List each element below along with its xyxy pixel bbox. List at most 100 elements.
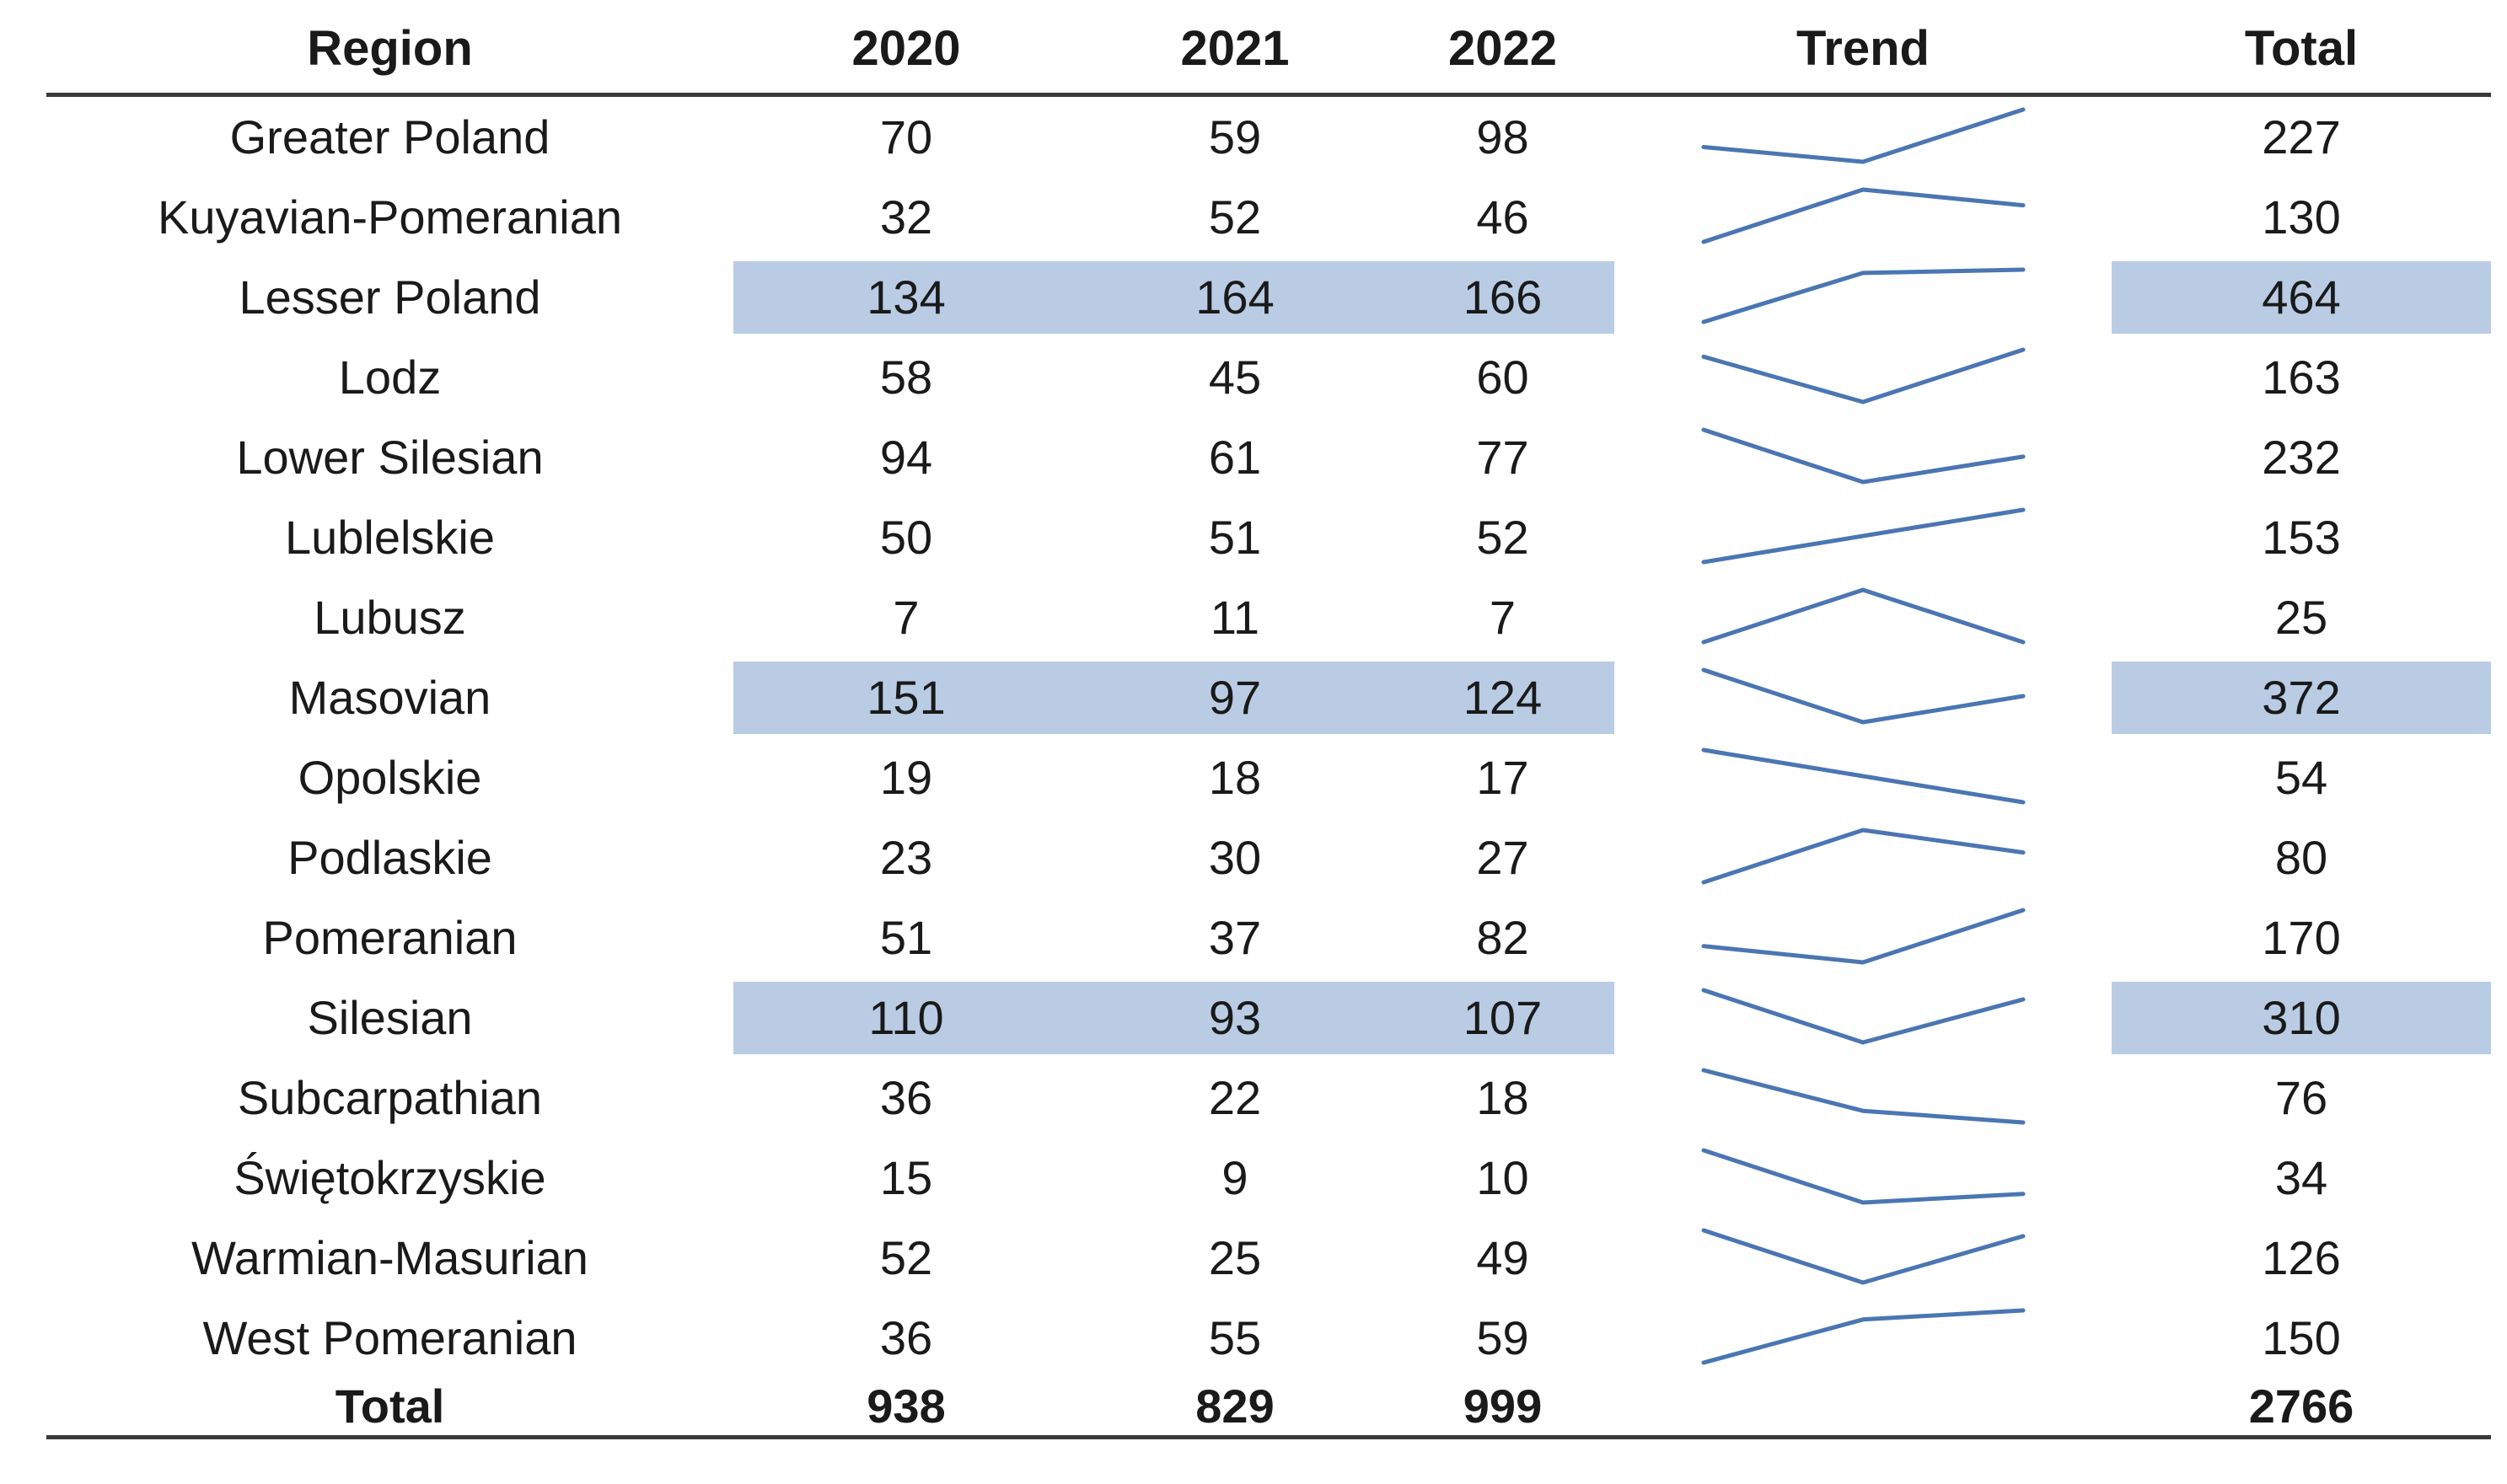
trend-sparkline [1701,427,2025,485]
table: Region 2020 2021 2022 Trend Total Greate… [46,0,2491,1439]
trend-sparkline [1701,267,2025,324]
region-cell: Lower Silesian [236,430,544,484]
value-2022-cell: 98 [1476,110,1529,163]
region-cell: Greater Poland [229,110,550,163]
table-row: Greater Poland 70 59 98 227 [46,97,2491,177]
value-2021-cell: 25 [1208,1230,1262,1284]
value-2022-cell: 107 [1391,978,1614,1058]
total-cell: 80 [2274,830,2328,884]
trend-cell [1614,417,2112,497]
region-cell: Podlaskie [287,830,492,884]
trend-sparkline [1701,908,2025,965]
total-cell: 150 [2262,1310,2341,1364]
value-2022-cell: 82 [1476,910,1529,964]
total-cell: 54 [2274,750,2328,804]
value-2020-cell: 36 [879,1310,933,1364]
value-2021-cell: 164 [1079,257,1391,337]
table-row: West Pomeranian 36 55 59 150 [46,1298,2491,1378]
table-row: Lubusz 7 11 7 25 [46,577,2491,657]
table-row: Subcarpathian 36 22 18 76 [46,1058,2491,1138]
value-2021-cell: 52 [1208,190,1262,244]
value-2021-cell: 11 [1210,590,1260,644]
trend-sparkline [1701,828,2025,885]
trend-sparkline [1701,187,2025,244]
column-header-2020: 2020 [851,21,961,76]
value-2022-cell: 10 [1476,1150,1529,1204]
total-cell: 232 [2262,430,2341,484]
trend-sparkline [1701,347,2025,404]
trend-sparkline [1701,107,2025,164]
table-row: Lower Silesian 94 61 77 232 [46,417,2491,497]
table-row: Lesser Poland 134 164 166 464 [46,257,2491,337]
value-2021-cell: 51 [1208,510,1262,564]
value-2022-cell: 60 [1476,350,1529,404]
value-2021-cell: 9 [1221,1150,1248,1204]
total-cell: 310 [2112,978,2491,1058]
value-2022-cell: 7 [1489,590,1517,644]
total-cell: 130 [2262,190,2341,244]
totals-grand-total-cell: 2766 [2248,1380,2354,1433]
region-cell: Świętokrzyskie [234,1150,546,1204]
total-cell: 464 [2112,257,2491,337]
column-header-total: Total [2244,21,2359,76]
total-cell: 76 [2274,1070,2328,1124]
value-2020-cell: 94 [879,430,933,484]
value-2020-cell: 23 [879,830,933,884]
region-cell: Lubusz [314,590,466,644]
trend-cell [1614,1138,2112,1218]
totals-2022-cell: 999 [1463,1380,1543,1433]
value-2020-cell: 134 [733,257,1079,337]
value-2020-cell: 70 [879,110,933,163]
value-2022-cell: 46 [1476,190,1529,244]
value-2021-cell: 97 [1079,657,1391,737]
value-2021-cell: 22 [1208,1070,1262,1124]
trend-cell [1614,497,2112,577]
totals-row: Total 938 829 999 2766 [46,1378,2491,1439]
table-row: Kuyavian-Pomeranian 32 52 46 130 [46,177,2491,257]
value-2022-cell: 124 [1391,657,1614,737]
trend-sparkline [1701,1308,2025,1365]
trend-cell [1614,337,2112,417]
trend-sparkline [1701,747,2025,805]
value-2022-cell: 18 [1476,1070,1529,1124]
value-2020-cell: 50 [879,510,933,564]
value-2021-cell: 45 [1208,350,1262,404]
trend-cell [1614,97,2112,177]
value-2020-cell: 110 [733,978,1079,1058]
totals-2021-cell: 829 [1195,1380,1275,1433]
table-row: Pomeranian 51 37 82 170 [46,897,2491,978]
region-cell: Lodz [338,350,442,404]
trend-sparkline [1701,587,2025,645]
trend-sparkline [1701,667,2025,725]
value-2020-cell: 15 [879,1150,933,1204]
trend-cell [1614,657,2112,737]
value-2022-cell: 59 [1476,1310,1529,1364]
table-row: Silesian 110 93 107 310 [46,978,2491,1058]
total-cell: 25 [2274,590,2328,644]
value-2021-cell: 59 [1208,110,1262,163]
header-row: Region 2020 2021 2022 Trend Total [46,0,2491,97]
value-2022-cell: 17 [1476,750,1529,804]
trend-cell [1614,1058,2112,1138]
region-cell: Opolskie [298,750,482,804]
value-2021-cell: 61 [1208,430,1262,484]
trend-cell [1614,257,2112,337]
trend-cell [1614,817,2112,897]
value-2021-cell: 93 [1079,978,1391,1058]
trend-cell [1614,177,2112,257]
totals-trend-empty-cell [1614,1378,2112,1435]
table-row: Lodz 58 45 60 163 [46,337,2491,417]
column-header-2022: 2022 [1447,21,1558,76]
trend-cell [1614,1218,2112,1298]
column-header-trend: Trend [1796,21,1930,76]
region-cell: Pomeranian [262,910,518,964]
total-cell: 153 [2262,510,2341,564]
totals-label-cell: Total [335,1380,445,1433]
region-cell: Subcarpathian [237,1070,543,1124]
region-cell: Lesser Poland [239,270,541,324]
region-cell: Silesian [307,990,473,1044]
value-2021-cell: 55 [1208,1310,1262,1364]
trend-sparkline [1701,1068,2025,1125]
value-2022-cell: 49 [1476,1230,1529,1284]
trend-cell [1614,1298,2112,1378]
